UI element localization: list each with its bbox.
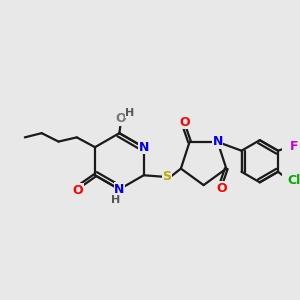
Text: O: O bbox=[179, 116, 190, 129]
Text: N: N bbox=[212, 135, 223, 148]
Text: S: S bbox=[162, 170, 171, 183]
Text: O: O bbox=[72, 184, 83, 197]
Text: H: H bbox=[125, 108, 134, 118]
Text: N: N bbox=[139, 141, 149, 154]
Text: N: N bbox=[114, 183, 124, 196]
Text: Cl: Cl bbox=[287, 174, 300, 187]
Text: F: F bbox=[290, 140, 298, 153]
Text: O: O bbox=[216, 182, 226, 195]
Text: O: O bbox=[116, 112, 126, 125]
Text: H: H bbox=[110, 195, 120, 205]
